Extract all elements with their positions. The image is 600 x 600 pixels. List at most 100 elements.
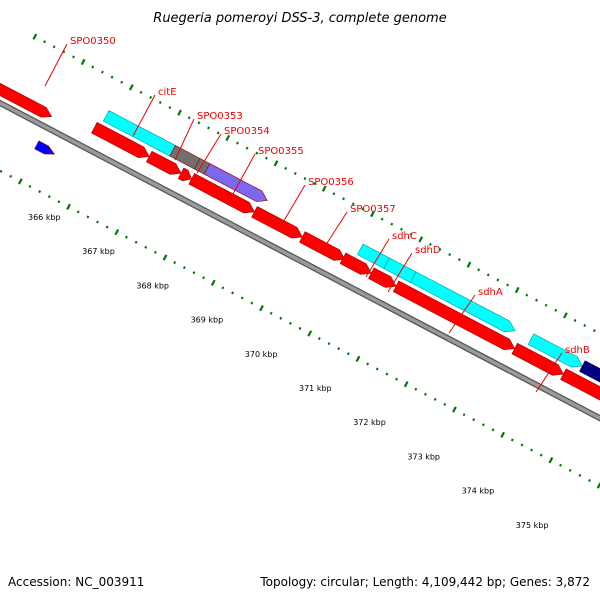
tick-dot <box>457 258 461 262</box>
tick-dot <box>114 228 120 236</box>
tick-dot <box>486 273 490 277</box>
tick-dot <box>105 225 109 229</box>
leader-line-2 <box>132 94 156 137</box>
tick-dot <box>153 250 157 254</box>
tick-dot <box>96 220 99 224</box>
feature-7-inner-red <box>145 150 182 175</box>
tick-dot <box>573 318 577 322</box>
tick-dot <box>134 240 138 244</box>
tick-dot <box>144 245 148 249</box>
tick-dot <box>288 321 292 325</box>
tick-dot <box>43 40 46 44</box>
tick-dot <box>221 286 225 290</box>
backbone-line <box>0 101 600 421</box>
feature-9-inner-red <box>188 173 255 214</box>
tick-dot <box>477 268 481 272</box>
leader-line-4 <box>196 133 222 174</box>
gene-label-6: SPO0356 <box>308 177 354 188</box>
scale-tick-label-2: 367 kbp <box>82 247 115 256</box>
feature-5-cyan <box>203 163 268 202</box>
tick-dot <box>535 298 538 302</box>
gene-label-2: citE <box>158 87 177 98</box>
feature-8-inner-red <box>177 167 193 182</box>
tick-dot <box>472 418 476 422</box>
tick-dot <box>448 253 452 257</box>
tick-dot <box>168 106 172 110</box>
scale-tick-label-1: 366 kbp <box>28 213 61 222</box>
tick-dot <box>424 392 427 396</box>
tick-dot <box>342 197 346 201</box>
tick-dot <box>66 203 71 210</box>
tick-dot <box>588 478 591 483</box>
tick-dot <box>128 84 134 91</box>
tick-dot <box>539 453 543 457</box>
scale-tick-label-10: 375 kbp <box>516 521 549 530</box>
tick-dot <box>418 236 424 243</box>
tick-dot <box>62 50 66 54</box>
feature-6-inner-red <box>91 121 150 158</box>
feature-20-inner-red <box>511 342 564 376</box>
gene-label-4: SPO0354 <box>224 126 270 137</box>
tick-dot <box>321 185 327 192</box>
feature-18-cyan <box>527 333 583 368</box>
tick-dot <box>466 261 472 268</box>
tick-dot <box>307 330 313 337</box>
tick-dot <box>225 134 231 142</box>
feature-21-inner-red <box>560 368 600 401</box>
tick-dot <box>279 316 283 320</box>
map-title: Ruegeria pomeroyi DSS-3, complete genome <box>153 11 446 26</box>
tick-dot <box>250 301 254 305</box>
gene-label-3: SPO0353 <box>197 111 243 122</box>
tick-dot <box>192 271 196 275</box>
tick-dot <box>207 126 210 130</box>
tick-dot <box>327 342 331 346</box>
tick-dot <box>269 311 273 315</box>
tick-dot <box>52 45 56 49</box>
tick-dot <box>231 291 234 295</box>
feature-17-inner-red <box>392 280 516 351</box>
tick-dot <box>548 457 554 464</box>
tick-dot <box>76 210 80 214</box>
scale-tick-label-9: 374 kbp <box>462 487 495 496</box>
outer-dot-track <box>32 33 596 333</box>
leader-line-1 <box>44 43 68 87</box>
tick-dot <box>9 174 13 178</box>
tick-dot <box>100 70 104 74</box>
tick-dot <box>337 347 341 351</box>
tick-dot <box>38 190 42 194</box>
inner-dot-track <box>0 169 600 489</box>
tick-dot <box>514 286 520 294</box>
gene-label-10: sdhA <box>478 287 503 298</box>
tick-dot <box>506 283 509 287</box>
feature-22-blue-small <box>34 140 56 155</box>
leader-line-7 <box>321 211 348 252</box>
tick-dot <box>462 413 466 417</box>
tick-dot <box>351 202 355 206</box>
leader-line-11 <box>535 352 563 393</box>
tick-dot <box>390 222 394 226</box>
feature-19-cyan <box>579 360 600 383</box>
tick-dot <box>120 80 124 84</box>
tick-dot-tracks <box>0 33 600 489</box>
gene-label-5: SPO0355 <box>258 146 304 157</box>
label-leader-lines <box>44 43 563 393</box>
tick-dot <box>91 65 95 69</box>
feature-10-inner-red <box>251 206 303 239</box>
tick-dot <box>500 431 506 439</box>
tick-dot <box>139 90 143 94</box>
tick-dot <box>264 156 268 160</box>
tick-dot <box>385 372 389 376</box>
leader-line-9 <box>387 252 413 293</box>
tick-dot <box>428 242 432 246</box>
feature-11-inner-red <box>299 231 346 261</box>
tick-dot <box>240 296 244 300</box>
tick-dot <box>236 141 239 145</box>
tick-dot <box>317 337 321 341</box>
leader-line-3 <box>174 118 195 161</box>
tick-dot <box>380 217 384 221</box>
tick-dot <box>202 276 206 280</box>
tick-dot <box>125 235 128 239</box>
tick-dot <box>559 463 562 467</box>
tick-dot <box>57 200 61 204</box>
